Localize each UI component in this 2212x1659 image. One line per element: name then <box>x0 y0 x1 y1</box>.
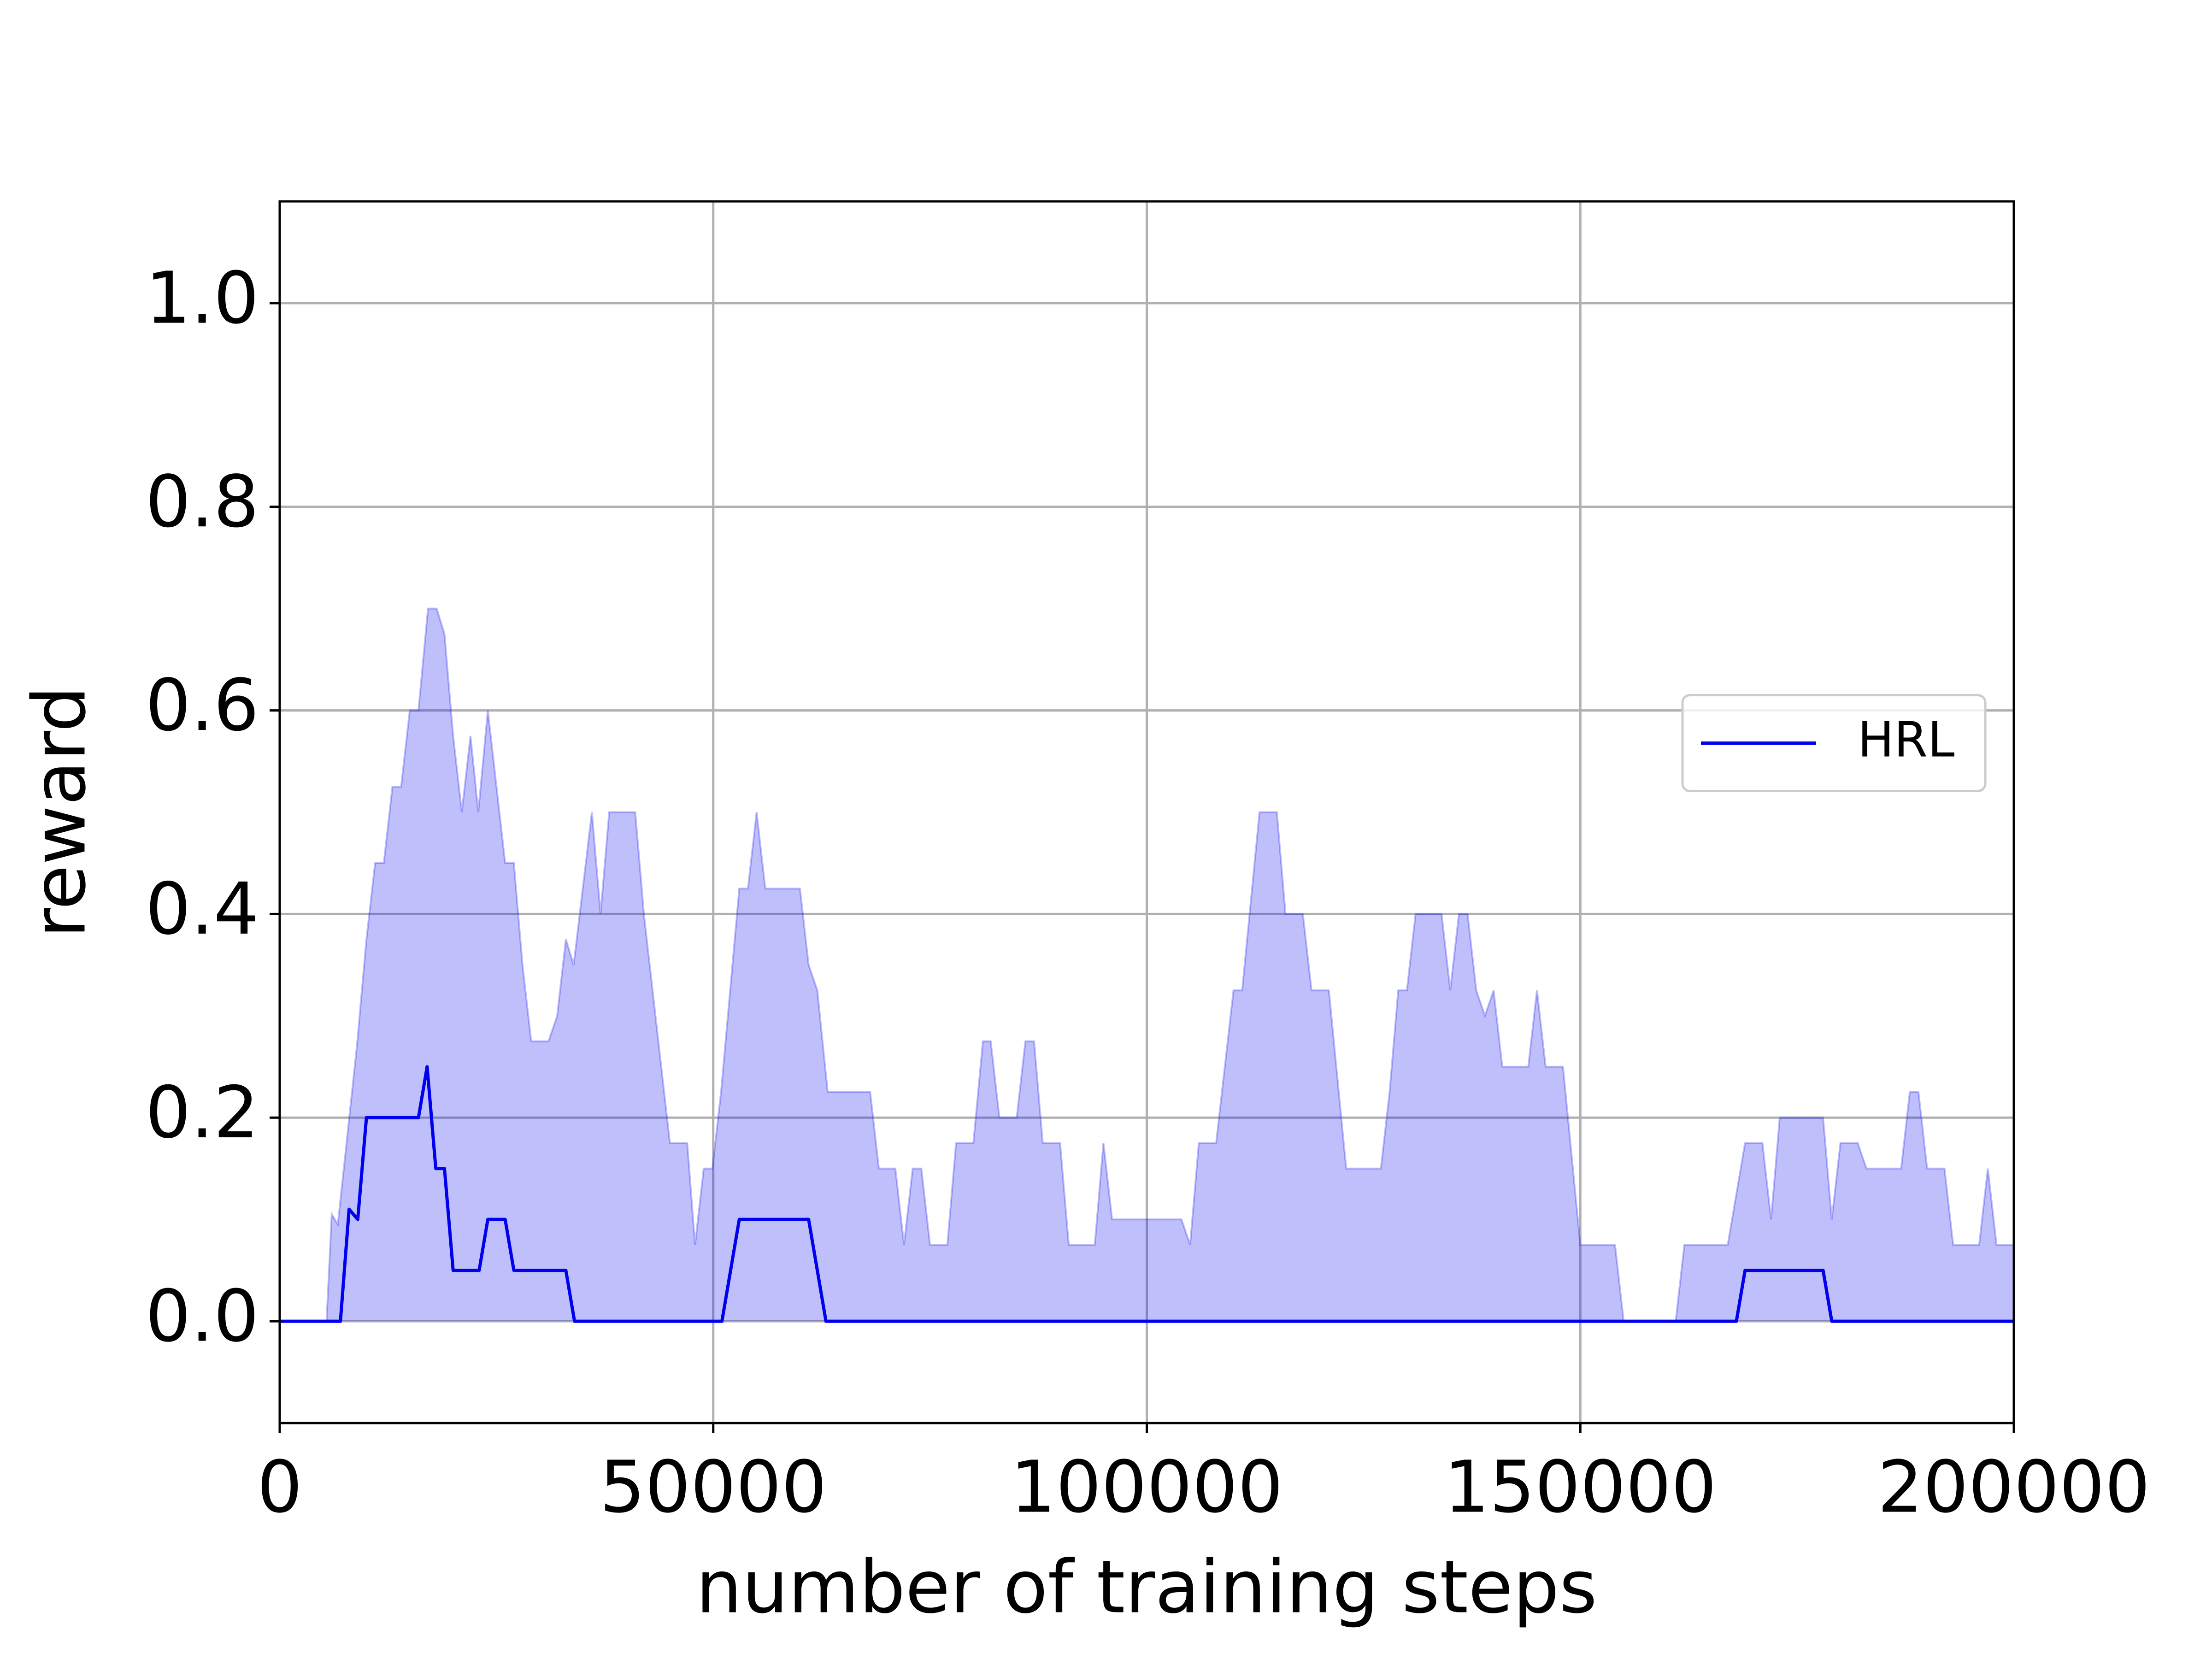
y-tick-label: 0.6 <box>145 664 259 747</box>
legend-box <box>1681 694 1987 792</box>
plot-frame <box>278 200 2015 1424</box>
x-axis-label: number of training steps <box>696 1545 1597 1630</box>
band-edge <box>280 607 2014 1323</box>
x-tick-label: 150000 <box>1444 1445 1717 1529</box>
y-tick-label: 0.4 <box>145 867 259 951</box>
legend: HRL <box>1681 694 1987 792</box>
y-tick-label: 0.2 <box>145 1071 259 1154</box>
x-tick-label: 50000 <box>600 1445 827 1529</box>
x-tick-label: 0 <box>257 1445 303 1529</box>
x-tick-label: 100000 <box>1011 1445 1283 1529</box>
band-fill <box>280 608 2014 1322</box>
y-axis-label: reward <box>17 686 102 938</box>
x-tick-label: 200000 <box>1877 1445 2150 1529</box>
line <box>280 1065 2014 1323</box>
y-tick-label: 1.0 <box>145 256 259 340</box>
legend-label: HRL <box>1858 712 1954 768</box>
y-tick-label: 0.0 <box>145 1275 259 1358</box>
y-tick-label: 0.8 <box>145 460 259 543</box>
